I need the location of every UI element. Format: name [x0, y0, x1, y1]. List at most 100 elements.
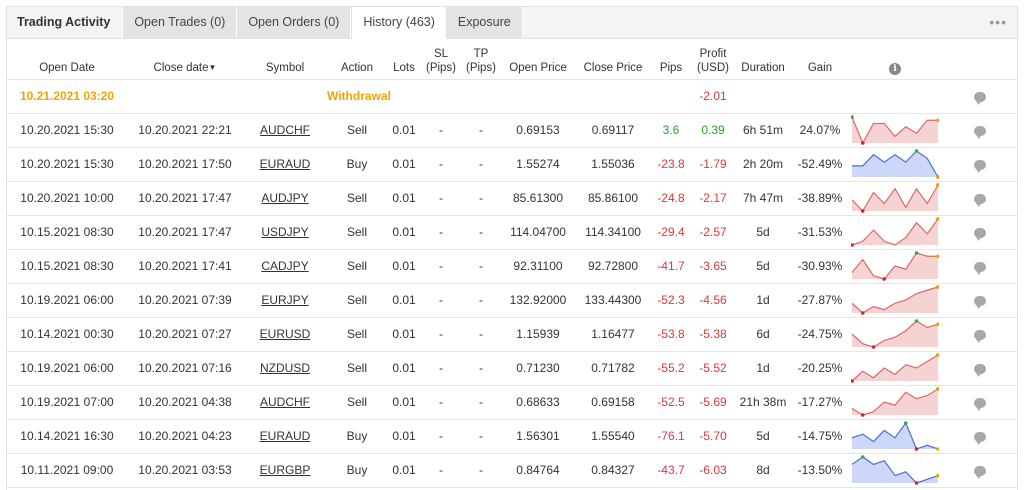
cell-sparkline	[849, 249, 941, 284]
header-close-price[interactable]: Close Price	[575, 39, 651, 80]
cell-close-date: 10.20.2021 07:27	[127, 317, 243, 352]
cell-open-date: 10.19.2021 07:00	[7, 385, 127, 420]
cell-open-date: 10.20.2021 15:30	[7, 147, 127, 182]
info-icon[interactable]: i	[889, 62, 901, 75]
more-options-icon[interactable]: •••	[989, 14, 1007, 30]
cell-symbol: USDJPY	[243, 215, 327, 250]
comment-icon[interactable]	[974, 125, 986, 139]
sparkline-high-marker	[903, 421, 908, 425]
cell-profit: -3.65	[691, 249, 735, 284]
header-pips[interactable]: Pips	[651, 39, 691, 80]
tab-exposure[interactable]: Exposure	[446, 7, 523, 38]
cell-lots: 0.01	[387, 147, 421, 182]
symbol-link[interactable]: AUDJPY	[261, 191, 309, 205]
header-open-date[interactable]: Open Date	[7, 39, 127, 80]
cell-profit: -5.38	[691, 317, 735, 352]
symbol-link[interactable]: EURAUD	[259, 157, 311, 171]
cell-close-price: 1.55540	[575, 419, 651, 454]
cell-profit: -2.57	[691, 215, 735, 250]
comment-icon[interactable]	[974, 363, 986, 377]
cell-action: Buy	[327, 453, 387, 488]
cell-comment	[941, 181, 1017, 216]
cell-comment	[941, 215, 1017, 250]
comment-icon[interactable]	[974, 91, 986, 105]
cell-close-date: 10.20.2021 04:38	[127, 385, 243, 420]
cell-open-date: 10.14.2021 00:30	[7, 317, 127, 352]
symbol-link[interactable]: EURJPY	[261, 293, 309, 307]
cell-tp: -	[461, 283, 501, 318]
cell-lots: 0.01	[387, 317, 421, 352]
cell-lots: 0.01	[387, 385, 421, 420]
sparkline-low-marker	[882, 277, 887, 281]
header-tp[interactable]: TP (Pips)	[461, 39, 501, 80]
header-chart: i	[849, 39, 941, 80]
comment-icon[interactable]	[974, 227, 986, 241]
symbol-link[interactable]: AUDCHF	[260, 395, 310, 409]
symbol-link[interactable]: NZDUSD	[260, 361, 310, 375]
symbol-link[interactable]: USDJPY	[261, 225, 309, 239]
cell-sparkline	[849, 351, 941, 386]
comment-icon[interactable]	[974, 397, 986, 411]
header-duration[interactable]: Duration	[735, 39, 791, 80]
sparkline-area	[852, 457, 938, 483]
cell-symbol: EURJPY	[243, 283, 327, 318]
cell-symbol: AUDCHF	[243, 113, 327, 148]
comment-icon[interactable]	[974, 261, 986, 275]
sparkline-line	[851, 218, 939, 246]
comment-icon[interactable]	[974, 329, 986, 343]
cell-close-date: 10.20.2021 17:47	[127, 181, 243, 216]
header-gain[interactable]: Gain	[791, 39, 849, 80]
cell-open-price: 85.61300	[501, 181, 575, 216]
tab-trading-activity[interactable]: Trading Activity	[7, 7, 124, 38]
symbol-link[interactable]: AUDCHF	[260, 123, 310, 137]
header-sl[interactable]: SL (Pips)	[421, 39, 461, 80]
cell-open-date: 10.14.2021 16:30	[7, 419, 127, 454]
comment-icon[interactable]	[974, 431, 986, 445]
cell-sparkline	[849, 283, 941, 318]
cell-duration: 1d	[735, 283, 791, 318]
tab-open-orders[interactable]: Open Orders (0)	[237, 7, 352, 38]
cell-profit: -1.79	[691, 147, 735, 182]
cell-close-price: 92.72800	[575, 249, 651, 284]
comment-icon[interactable]	[974, 193, 986, 207]
symbol-link[interactable]: EURAUD	[259, 429, 311, 443]
tab-open-trades[interactable]: Open Trades (0)	[123, 7, 238, 38]
cell-close-date: 10.20.2021 17:47	[127, 215, 243, 250]
cell-open-price: 114.04700	[501, 215, 575, 250]
cell-gain: -14.75%	[791, 419, 849, 454]
cell-gain: -24.75%	[791, 317, 849, 352]
cell-open-price: 0.69153	[501, 113, 575, 148]
cell-sparkline	[849, 419, 941, 454]
sparkline-area	[852, 355, 938, 381]
cell-open-price: 1.56301	[501, 419, 575, 454]
cell-sparkline	[849, 317, 941, 352]
cell-open-price: 92.31100	[501, 249, 575, 284]
cell-close-price: 1.16477	[575, 317, 651, 352]
sparkline-end-marker	[936, 473, 939, 478]
table-header-row: Open Date Close date▼ Symbol Action Lots…	[7, 39, 1017, 80]
table-row: 10.20.2021 10:00 10.20.2021 17:47 AUDJPY Se…	[7, 181, 1017, 216]
cell-sl: -	[421, 385, 461, 420]
header-symbol[interactable]: Symbol	[243, 39, 327, 80]
symbol-link[interactable]: CADJPY	[261, 259, 309, 273]
comment-icon[interactable]	[974, 465, 986, 479]
header-close-date[interactable]: Close date▼	[127, 39, 243, 80]
symbol-link[interactable]: EURGBP	[259, 463, 311, 477]
header-profit[interactable]: Profit (USD)	[691, 39, 735, 80]
cell-action: Sell	[327, 283, 387, 318]
sparkline-high-marker	[914, 319, 919, 323]
cell-symbol: AUDJPY	[243, 181, 327, 216]
cell-sl: -	[421, 317, 461, 352]
header-open-price[interactable]: Open Price	[501, 39, 575, 80]
header-action[interactable]: Action	[327, 39, 387, 80]
cell-sparkline	[849, 385, 941, 420]
cell-open-date: 10.20.2021 10:00	[7, 181, 127, 216]
table-row: 10.14.2021 00:30 10.20.2021 07:27 EURUSD Se…	[7, 317, 1017, 352]
comment-icon[interactable]	[974, 295, 986, 309]
symbol-link[interactable]: EURUSD	[259, 327, 311, 341]
header-lots[interactable]: Lots	[387, 39, 421, 80]
cell-duration: 2h 20m	[735, 147, 791, 182]
comment-icon[interactable]	[974, 159, 986, 173]
tab-history[interactable]: History (463)	[351, 7, 447, 39]
cell-open-price: 0.68633	[501, 385, 575, 420]
